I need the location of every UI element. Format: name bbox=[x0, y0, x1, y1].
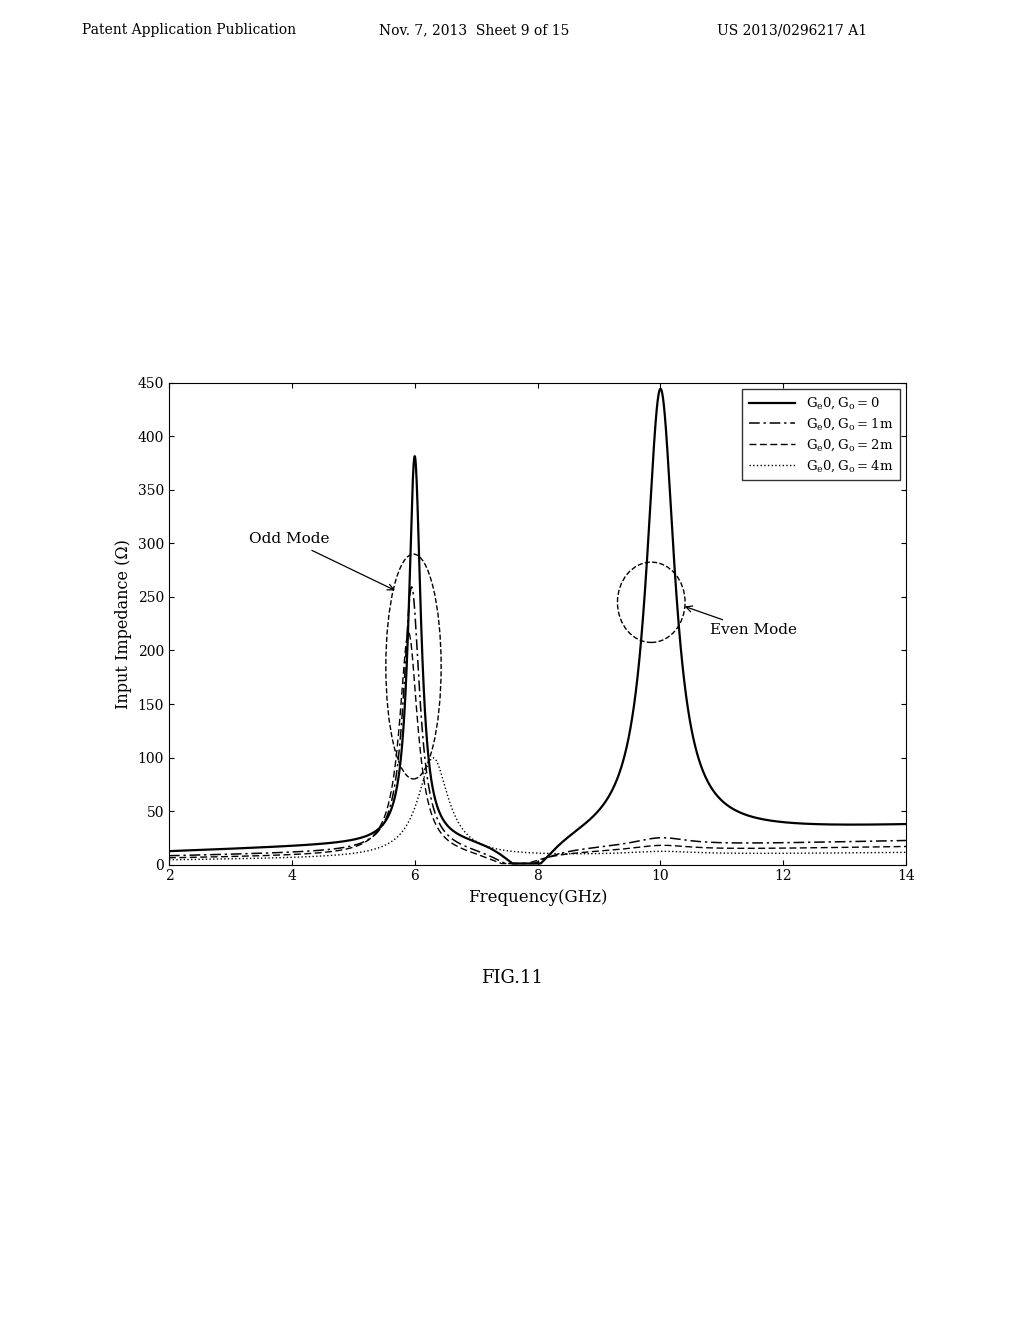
Text: Nov. 7, 2013  Sheet 9 of 15: Nov. 7, 2013 Sheet 9 of 15 bbox=[379, 24, 569, 37]
Text: Patent Application Publication: Patent Application Publication bbox=[82, 24, 296, 37]
Legend: $\mathregular{G_e0, G_o=0}$, $\mathregular{G_e0, G_o=1m}$, $\mathregular{G_e0, G: $\mathregular{G_e0, G_o=0}$, $\mathregul… bbox=[742, 389, 900, 480]
Text: Odd Mode: Odd Mode bbox=[249, 532, 394, 590]
Text: Even Mode: Even Mode bbox=[686, 606, 797, 638]
Text: US 2013/0296217 A1: US 2013/0296217 A1 bbox=[717, 24, 867, 37]
X-axis label: Frequency(GHz): Frequency(GHz) bbox=[468, 888, 607, 906]
Text: FIG.11: FIG.11 bbox=[481, 969, 543, 987]
Y-axis label: Input Impedance (Ω): Input Impedance (Ω) bbox=[115, 539, 132, 709]
